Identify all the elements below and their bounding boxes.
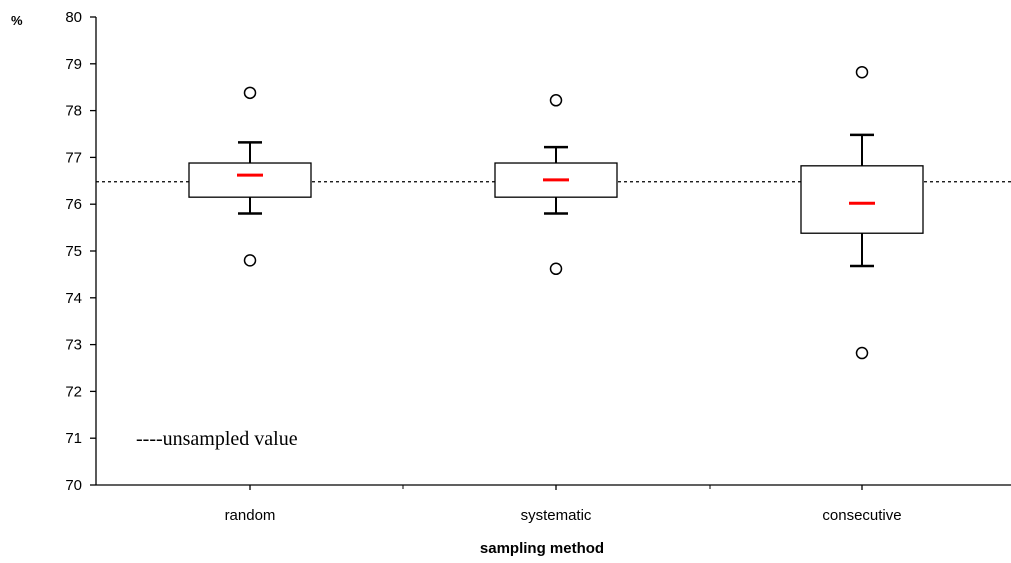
box-iqr [800, 165, 924, 234]
outlier-point [243, 86, 257, 100]
y-tick-label: 79 [65, 56, 82, 73]
legend-unsampled-value: ----unsampled value [136, 428, 298, 450]
y-unit-label: % [11, 13, 23, 28]
y-tick-label: 73 [65, 337, 82, 354]
box-random [188, 86, 312, 267]
box-consecutive [800, 65, 924, 360]
x-tick-label: consecutive [822, 507, 901, 524]
y-tick-label: 77 [65, 149, 82, 166]
box-iqr [188, 162, 312, 198]
x-tick-label: random [225, 507, 276, 524]
outlier-point [243, 254, 257, 267]
y-tick-label: 70 [65, 477, 82, 494]
y-tick-label: 72 [65, 383, 82, 400]
outlier-point [855, 65, 869, 79]
box-systematic [494, 94, 618, 276]
outlier-point [855, 346, 869, 360]
y-tick-label: 75 [65, 243, 82, 260]
outlier-point [549, 262, 563, 276]
y-tick-label: 74 [65, 290, 82, 307]
y-tick-label: 80 [65, 9, 82, 26]
axes: 70 71 72 73 74 75 76 77 78 79 80 random systematic co… [65, 9, 1011, 524]
outlier-point [549, 94, 563, 107]
boxes-group [188, 65, 924, 360]
x-axis-title: sampling method [480, 540, 604, 557]
x-tick-label: systematic [521, 507, 592, 524]
y-tick-label: 78 [65, 103, 82, 120]
y-tick-label: 71 [65, 430, 82, 447]
y-tick-label: 76 [65, 196, 82, 213]
